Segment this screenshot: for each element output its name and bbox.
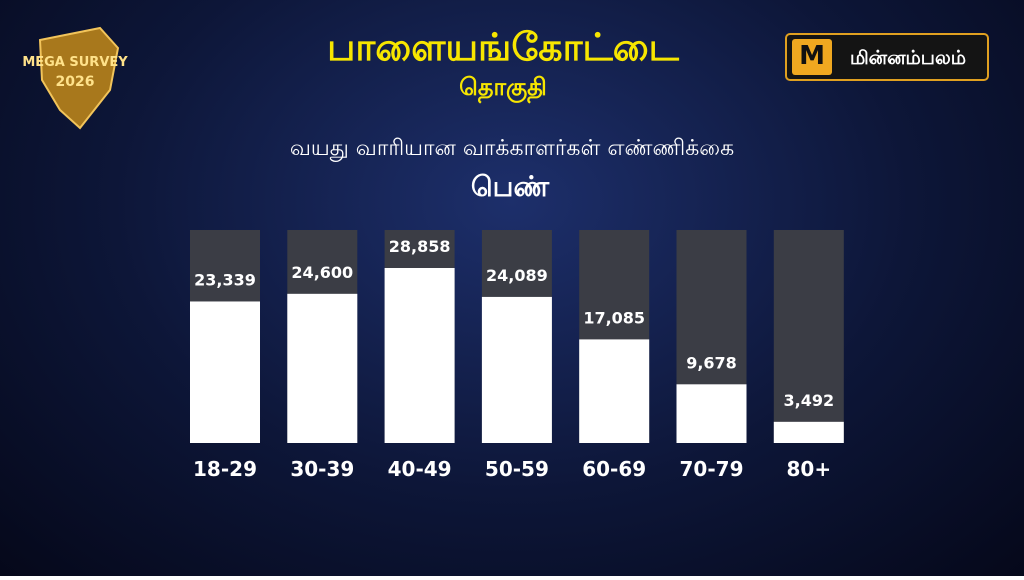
value-label: 9,678: [686, 353, 737, 372]
x-tick-label: 18-29: [193, 457, 257, 481]
subtitle: தொகுதி: [459, 73, 547, 104]
value-label: 24,089: [486, 266, 548, 285]
chart-title: வயது வாரியான வாக்காளர்கள் எண்ணிக்கை: [290, 136, 734, 162]
bar: [384, 268, 455, 443]
brand-icon-box: [792, 39, 832, 75]
title: பாளையங்கோட்டை: [327, 25, 680, 69]
brand-box: [785, 33, 989, 81]
value-label: 24,600: [291, 263, 353, 282]
group-label: பெண்: [471, 170, 550, 203]
x-tick-label: 70-79: [680, 457, 744, 481]
value-label: 17,085: [583, 308, 645, 327]
value-label: 3,492: [783, 391, 834, 410]
x-tick-label: 50-59: [485, 457, 549, 481]
badge: MEGA SURVEY 2026: [22, 26, 128, 130]
x-tick-label: 30-39: [290, 457, 354, 481]
value-label: 23,339: [194, 270, 256, 289]
x-tick-label: 60-69: [582, 457, 646, 481]
bar: [579, 339, 650, 443]
brand-name: மின்னம்பலம்: [850, 47, 966, 69]
bars: 23,339 18-29 24,600 30-39 28,858 40-49 24,089 5…: [190, 230, 844, 481]
bar: [481, 296, 552, 443]
badge-line2: 2026: [56, 74, 95, 90]
badge-shape: [38, 26, 120, 130]
bar: [190, 301, 260, 443]
bar-track: [773, 230, 844, 443]
bar: [773, 421, 844, 443]
value-label: 28,858: [389, 237, 451, 256]
x-tick-label: 40-49: [388, 457, 452, 481]
bar: [676, 384, 747, 443]
brand-icon: M: [799, 41, 825, 71]
brand: M மின்னம்பலம்: [785, 33, 989, 81]
x-tick-label: 80+: [787, 457, 832, 481]
badge-line1: MEGA SURVEY: [22, 55, 128, 70]
bar: [287, 293, 358, 443]
